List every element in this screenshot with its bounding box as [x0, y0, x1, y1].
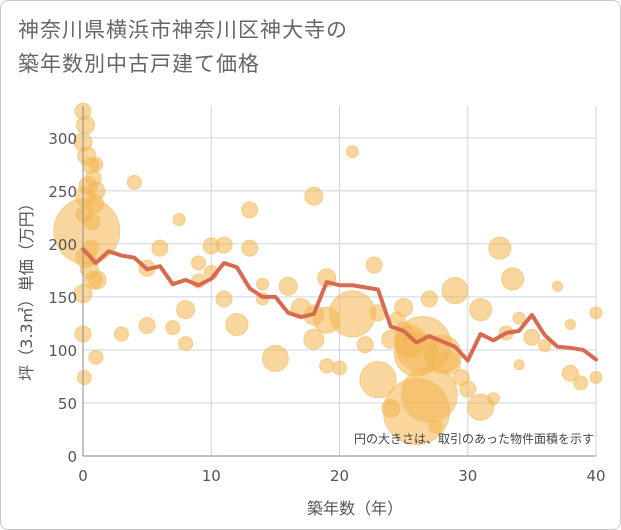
data-bubble [420, 290, 438, 308]
data-bubble [225, 312, 249, 336]
data-bubble [459, 380, 477, 398]
data-bubble [126, 174, 142, 190]
data-bubble [589, 306, 603, 320]
y-tick-label: 200 [48, 236, 77, 254]
data-bubble [215, 236, 233, 254]
data-bubble [241, 239, 259, 257]
x-tick-label: 40 [586, 467, 605, 485]
x-tick-label: 10 [202, 467, 221, 485]
y-tick-label: 300 [48, 130, 77, 148]
data-bubble [501, 267, 525, 291]
x-tick-label: 0 [78, 467, 88, 485]
data-bubble [573, 375, 589, 391]
chart-title-line-2: 築年数別中古戸建て価格 [18, 52, 260, 76]
data-bubble [365, 256, 383, 274]
data-bubble [552, 280, 564, 292]
chart-title: 神奈川県横浜市神奈川区神大寺の 築年数別中古戸建て価格 [18, 13, 348, 81]
y-tick-label: 0 [67, 448, 77, 466]
y-axis-label: 坪（3.3㎡）単価（万円） [17, 195, 36, 380]
data-bubble [564, 318, 576, 330]
x-tick-label: 30 [458, 467, 477, 485]
data-bubble [113, 326, 129, 342]
data-bubble [356, 336, 374, 354]
data-bubble [261, 344, 289, 372]
x-tick-label: 20 [330, 467, 349, 485]
data-bubble [88, 349, 104, 365]
data-bubble [589, 371, 603, 385]
average-price-line [81, 247, 598, 363]
x-axis-label: 築年数（年） [307, 499, 403, 518]
data-bubble [241, 201, 259, 219]
data-bubble [278, 276, 298, 296]
data-bubble [172, 212, 186, 226]
data-bubble [512, 311, 526, 325]
axes [82, 106, 596, 457]
data-bubble [428, 418, 444, 434]
y-tick-label: 150 [48, 289, 77, 307]
data-bubble [86, 181, 106, 201]
data-bubble [256, 277, 270, 291]
data-bubble [513, 359, 525, 371]
data-bubble [138, 317, 156, 335]
data-bubble [486, 392, 500, 406]
data-bubble [87, 270, 107, 290]
data-bubble [76, 370, 92, 386]
data-bubble [345, 145, 359, 159]
data-bubble [359, 361, 397, 399]
data-bubble [538, 339, 552, 353]
y-tick-label: 250 [48, 183, 77, 201]
data-bubble [176, 300, 196, 320]
bubble-size-note: 円の大きさは、取引のあった物件面積を示す [354, 431, 594, 446]
data-bubble [469, 298, 493, 322]
data-bubble [190, 255, 206, 271]
data-bubble [151, 239, 169, 257]
data-bubble [523, 328, 541, 346]
data-bubble [394, 298, 414, 318]
data-bubble [328, 290, 376, 338]
data-bubble [332, 360, 347, 376]
data-bubble [215, 290, 233, 308]
data-bubble [441, 277, 469, 305]
chart-title-line-1: 神奈川県横浜市神奈川区神大寺の [18, 18, 348, 42]
bubble-series [53, 102, 603, 445]
data-bubble [561, 364, 579, 382]
data-bubble [303, 328, 325, 350]
data-bubble [436, 350, 462, 376]
average-price-line-series [81, 247, 598, 363]
data-bubble [76, 115, 96, 135]
tick-labels: 0 50 100 150 200 250 300 0 10 20 30 40 [48, 130, 605, 485]
data-bubble [467, 393, 495, 421]
data-bubble [319, 358, 335, 374]
data-bubble [165, 320, 181, 336]
y-tick-label: 50 [58, 395, 77, 413]
data-bubble [488, 236, 512, 260]
data-bubble [178, 336, 194, 352]
data-bubble [88, 156, 104, 172]
y-tick-label: 100 [48, 342, 77, 360]
data-bubble [304, 186, 324, 206]
